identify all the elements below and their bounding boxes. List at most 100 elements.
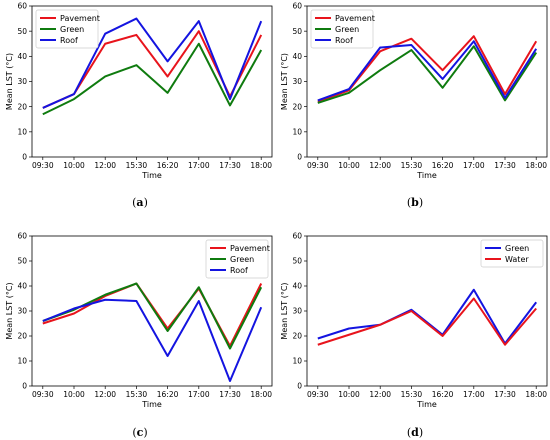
- x-tick-label: 10:00: [338, 390, 360, 399]
- chart-panel-1: 0 10 20 30 40 50 60 09:30 10:00 12:00 15:30 16:20 17…: [5, 2, 273, 209]
- x-tick-label: 17:30: [494, 161, 516, 170]
- y-tick-label: 40: [292, 282, 302, 291]
- y-tick-label: 0: [297, 153, 302, 162]
- y-tick-label: 30: [17, 307, 27, 316]
- x-tick-label: 10:00: [63, 390, 85, 399]
- legend-entry: Green: [505, 244, 529, 253]
- x-tick-label: 18:00: [250, 161, 272, 170]
- x-tick-label: 09:30: [307, 161, 329, 170]
- y-tick-label: 10: [292, 127, 302, 136]
- y-tick-label: 60: [17, 2, 27, 11]
- legend-entry: Roof: [335, 36, 353, 45]
- y-tick-label: 60: [17, 232, 27, 241]
- y-axis-label: Mean LST (°C): [280, 53, 289, 110]
- x-tick-label: 10:00: [338, 161, 360, 170]
- y-tick-label: 40: [17, 52, 27, 61]
- x-tick-label: 12:00: [369, 161, 391, 170]
- x-tick-label: 18:00: [525, 390, 547, 399]
- x-tick-label: 12:00: [94, 390, 116, 399]
- y-tick-label: 50: [292, 257, 302, 266]
- y-tick-label: 40: [17, 282, 27, 291]
- series-line-roof: [42, 17, 263, 109]
- series-line-pavement: [42, 282, 263, 347]
- y-tick-label: 60: [292, 2, 302, 11]
- x-tick-label: 09:30: [32, 390, 54, 399]
- y-axis-label: Mean LST (°C): [280, 282, 289, 339]
- x-tick-label: 17:00: [463, 161, 485, 170]
- x-tick-label: 18:00: [525, 161, 547, 170]
- y-tick-label: 20: [292, 102, 302, 111]
- x-tick-label: 12:00: [94, 161, 116, 170]
- y-tick-label: 0: [22, 382, 27, 391]
- y-tick-label: 50: [17, 27, 27, 36]
- x-tick-label: 12:00: [369, 390, 391, 399]
- panel-label: (d): [407, 426, 423, 439]
- y-tick-label: 40: [292, 52, 302, 61]
- series-line-green: [317, 45, 538, 104]
- y-tick-label: 30: [292, 77, 302, 86]
- legend: Pavement Green Roof: [205, 239, 270, 279]
- legend-entry: Roof: [60, 36, 78, 45]
- y-tick-label: 60: [292, 232, 302, 241]
- series-line-green: [42, 42, 263, 116]
- x-tick-label: 09:30: [32, 161, 54, 170]
- legend-box: [35, 9, 99, 49]
- legend: Pavement Green Roof: [35, 9, 100, 49]
- y-axis-label: Mean LST (°C): [5, 282, 14, 339]
- x-tick-label: 15:30: [126, 161, 148, 170]
- panel-label: (a): [132, 196, 148, 209]
- x-tick-label: 17:00: [188, 161, 210, 170]
- series-line-roof: [317, 40, 538, 102]
- x-axis-label: Time: [416, 171, 437, 180]
- series-line-green: [42, 282, 263, 350]
- x-tick-label: 17:30: [219, 390, 241, 399]
- legend-box: [310, 9, 374, 49]
- legend-entry: Water: [505, 255, 529, 264]
- x-axis-label: Time: [141, 171, 162, 180]
- legend-entry: Green: [60, 25, 84, 34]
- x-tick-label: 17:30: [219, 161, 241, 170]
- y-tick-label: 20: [17, 102, 27, 111]
- y-axis-label: Mean LST (°C): [5, 53, 14, 110]
- chart-panel-4: 0 10 20 30 40 50 60 09:30 10:00 12:00 15:30 16:20 17…: [280, 232, 548, 439]
- y-tick-label: 50: [292, 27, 302, 36]
- x-tick-label: 16:20: [157, 161, 179, 170]
- legend-box: [205, 239, 269, 279]
- x-tick-label: 10:00: [63, 161, 85, 170]
- legend-entry: Pavement: [230, 244, 270, 253]
- x-tick-label: 17:00: [188, 390, 210, 399]
- panel-label: (c): [132, 426, 147, 439]
- y-tick-label: 0: [297, 382, 302, 391]
- x-tick-label: 17:30: [494, 390, 516, 399]
- legend-entry: Pavement: [60, 14, 100, 23]
- legend-entry: Green: [230, 255, 254, 264]
- legend-box: [480, 239, 544, 268]
- y-tick-label: 30: [292, 307, 302, 316]
- chart-panel-3: 0 10 20 30 40 50 60 09:30 10:00 12:00 15:30 16:20 17…: [5, 232, 273, 439]
- series-line-pavement: [317, 35, 538, 103]
- x-axis-label: Time: [141, 400, 162, 409]
- y-tick-label: 30: [17, 77, 27, 86]
- x-tick-label: 16:20: [432, 390, 454, 399]
- panel-label: (b): [407, 196, 423, 209]
- legend: Green Water: [480, 239, 544, 268]
- x-tick-label: 15:30: [401, 161, 423, 170]
- chart-panel-2: 0 10 20 30 40 50 60 09:30 10:00 12:00 15:30 16:20 17…: [280, 2, 548, 209]
- y-tick-label: 0: [22, 153, 27, 162]
- y-tick-label: 50: [17, 257, 27, 266]
- x-tick-label: 16:20: [432, 161, 454, 170]
- legend-entry: Pavement: [335, 14, 375, 23]
- series-line-water: [317, 297, 537, 346]
- legend-entry: Roof: [230, 266, 248, 275]
- series-line-roof: [42, 298, 263, 382]
- y-tick-label: 10: [17, 127, 27, 136]
- y-tick-label: 10: [17, 357, 27, 366]
- x-tick-label: 16:20: [157, 390, 179, 399]
- x-axis-label: Time: [416, 400, 437, 409]
- y-tick-label: 20: [292, 332, 302, 341]
- legend: Pavement Green Roof: [310, 9, 375, 49]
- x-tick-label: 17:00: [463, 390, 485, 399]
- x-tick-label: 18:00: [250, 390, 272, 399]
- x-tick-label: 15:30: [401, 390, 423, 399]
